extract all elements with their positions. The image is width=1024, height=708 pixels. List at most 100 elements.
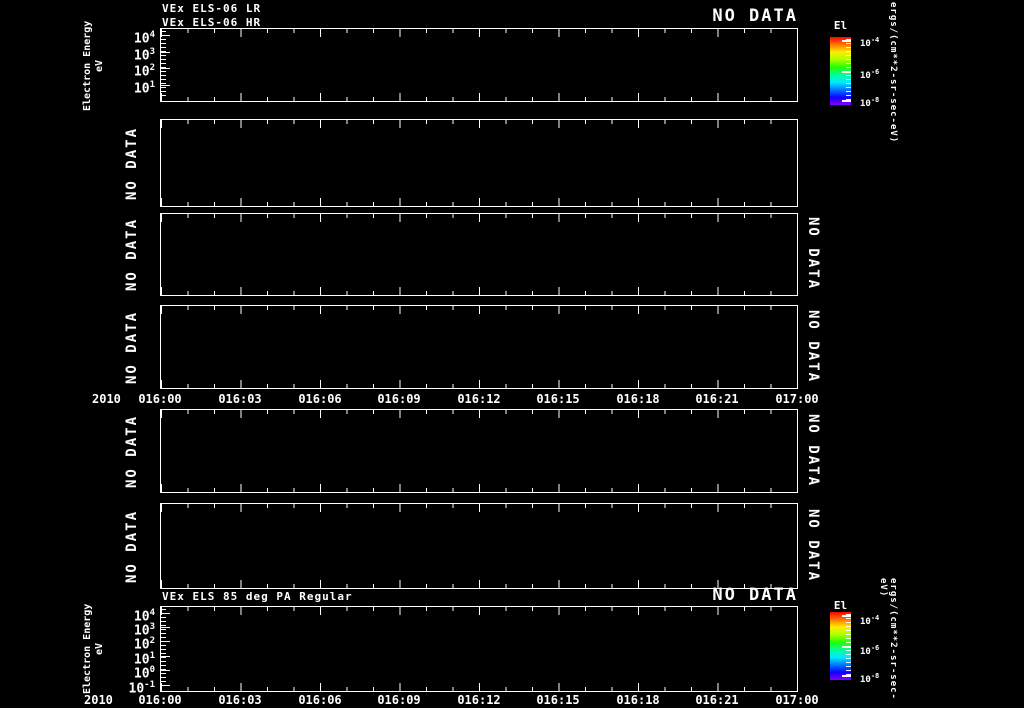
colorbar-tick-label: 10-8 [860,96,880,109]
time-tick-label: 016:06 [298,693,342,707]
y-tick-label: 101 [133,651,155,668]
panel-1-y-axis-unit: eV [94,59,105,73]
colorbar-major-tick [842,674,851,677]
colorbar-major-tick [842,99,851,102]
panel-3-plot-area [160,213,798,296]
panel-5-no-data-right: NO DATA [805,414,821,488]
colorbar-unit-label: ergs/(cm**2-sr-sec-eV) [888,2,898,144]
colorbar-tick-label: 10-4 [860,614,880,627]
mid-axis-year-label: 2010 [92,392,121,406]
colorbar-tick-label: 10-8 [860,672,880,685]
time-tick-label: 016:09 [377,392,421,406]
panel-1-title-line2: VEx ELS-06 HR [162,16,262,29]
panel-6-no-data-left: NO DATA [124,509,140,583]
panel-6-plot-area [160,503,798,589]
colorbar-major-tick [842,71,851,73]
y-major-tick [161,68,170,69]
panel-1-plot-area [160,28,798,102]
colorbar-major-tick [842,614,851,617]
panel-7-y-axis-unit: eV [94,642,105,656]
time-tick-label: 016:06 [298,392,342,406]
y-major-tick [161,35,170,36]
bottom-axis-year-label: 2010 [84,693,113,707]
y-tick-label: 104 [133,30,155,47]
colorbar-gradient [830,37,851,105]
y-tick-label: 10-1 [128,680,156,697]
panel-7-plot-area [160,606,798,692]
panel-4-plot-area [160,305,798,389]
y-log-minor-ticks [161,31,166,99]
colorbar-tick-label: 10-6 [860,68,880,81]
x-major-ticks [161,580,797,588]
colorbar-tick-label: 10-6 [860,644,880,657]
panel-6-no-data-right: NO DATA [805,509,821,583]
y-major-tick [161,670,170,671]
colorbar-unit-label: ergs/(cm**2-sr-sec-eV) [878,578,898,700]
y-tick-label: 104 [133,608,155,625]
time-tick-label: 016:18 [616,392,660,406]
y-major-tick [161,52,170,53]
time-tick-label: 016:09 [377,693,421,707]
x-major-ticks [161,380,797,388]
time-tick-label: 017:00 [775,693,819,707]
panel-7-no-data-label: NO DATA [712,585,798,605]
colorbar-gradient [830,612,851,680]
time-tick-label: 016:12 [457,693,501,707]
panel-7-title: VEx ELS 85 deg PA Regular [162,590,353,603]
panel-2-plot-area [160,119,798,207]
y-tick-label: 102 [133,636,155,653]
y-major-tick [161,641,170,642]
colorbar-title: El [833,599,848,612]
y-major-tick [161,685,170,686]
x-major-ticks [161,198,797,206]
x-major-ticks [161,120,797,128]
panel-2-no-data-left: NO DATA [124,126,140,200]
x-major-ticks [161,683,797,691]
panel-7-y-axis-label: Electron Energy [82,603,93,695]
y-major-tick [161,85,170,86]
y-tick-label: 102 [133,63,155,80]
time-tick-label: 016:03 [218,693,262,707]
x-major-ticks [161,410,797,418]
x-major-ticks [161,93,797,101]
panel-1-y-axis-label: Electron Energy [82,20,93,112]
panel-5-no-data-left: NO DATA [124,414,140,488]
colorbar-tick-label: 10-4 [860,36,880,49]
panel-1-no-data-label: NO DATA [712,6,798,26]
x-major-ticks [161,607,797,615]
time-tick-label: 016:18 [616,693,660,707]
panel-4-no-data-right: NO DATA [805,310,821,384]
y-log-minor-ticks [161,609,166,689]
y-tick-label: 101 [133,80,155,97]
y-tick-label: 103 [133,47,155,64]
y-tick-label: 100 [133,665,155,682]
panel-3-no-data-left: NO DATA [124,217,140,291]
x-major-ticks [161,306,797,314]
time-tick-label: 016:00 [138,392,182,406]
time-tick-label: 016:15 [536,693,580,707]
panel-5-plot-area [160,409,798,493]
y-tick-label: 103 [133,622,155,639]
time-tick-label: 017:00 [775,392,819,406]
colorbar-major-tick [842,646,851,648]
time-tick-label: 016:00 [138,693,182,707]
x-major-ticks [161,504,797,512]
panel-4-no-data-left: NO DATA [124,310,140,384]
panel-1-title-line1: VEx ELS-06 LR [162,2,262,15]
colorbar-major-tick [842,39,851,42]
time-tick-label: 016:03 [218,392,262,406]
panel-3-no-data-right: NO DATA [805,217,821,291]
colorbar-title: El [833,19,848,32]
x-major-ticks [161,29,797,37]
time-tick-label: 016:12 [457,392,501,406]
y-major-tick [161,613,170,614]
x-major-ticks [161,214,797,222]
time-tick-label: 016:21 [695,392,739,406]
time-tick-label: 016:21 [695,693,739,707]
x-major-ticks [161,287,797,295]
y-major-tick [161,627,170,628]
y-major-tick [161,656,170,657]
x-major-ticks [161,484,797,492]
time-tick-label: 016:15 [536,392,580,406]
